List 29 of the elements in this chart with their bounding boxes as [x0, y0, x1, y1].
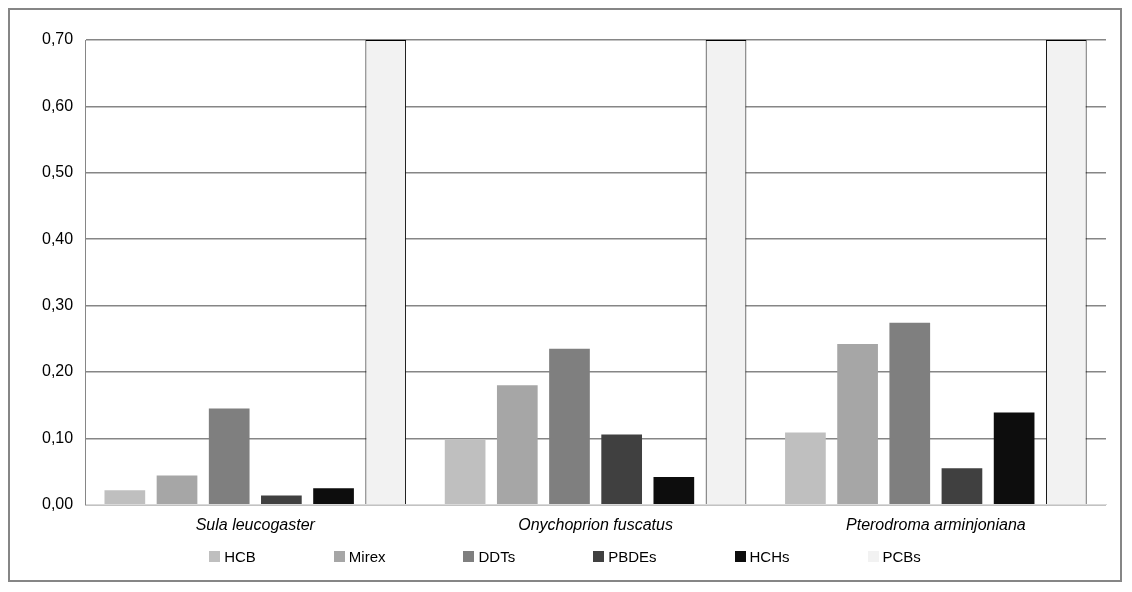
x-tick-label: Sula leucogaster	[195, 515, 316, 533]
bar	[496, 385, 538, 505]
legend-label: PBDEs	[608, 548, 657, 565]
y-tick-label: 0,10	[42, 428, 74, 446]
bar	[104, 490, 146, 505]
legend-label: HCHs	[749, 548, 790, 565]
y-tick-label: 0,00	[42, 495, 74, 513]
y-tick-label: 0,30	[42, 296, 74, 314]
bar	[444, 439, 486, 505]
bar	[653, 476, 695, 505]
bar	[313, 488, 354, 505]
bar	[601, 434, 643, 505]
x-tick-label: Pterodroma arminjoniana	[846, 515, 1026, 533]
y-tick-label: 0,60	[42, 96, 74, 114]
legend-label: HCB	[224, 548, 256, 565]
bar	[941, 468, 983, 505]
y-tick-label: 0,40	[42, 229, 74, 247]
bar	[156, 475, 198, 505]
legend-label: DDTs	[478, 548, 516, 565]
legend-label: Mirex	[348, 548, 386, 565]
bar	[837, 344, 878, 505]
bar	[993, 412, 1035, 505]
x-tick-label: Onychoprion fuscatus	[518, 515, 673, 533]
bar	[785, 432, 826, 505]
y-tick-label: 0,20	[42, 362, 74, 380]
y-tick-label: 0,50	[42, 163, 74, 181]
bar	[261, 495, 302, 505]
y-tick-label: 0,70	[42, 30, 74, 48]
legend-label: PCBs	[882, 548, 921, 565]
